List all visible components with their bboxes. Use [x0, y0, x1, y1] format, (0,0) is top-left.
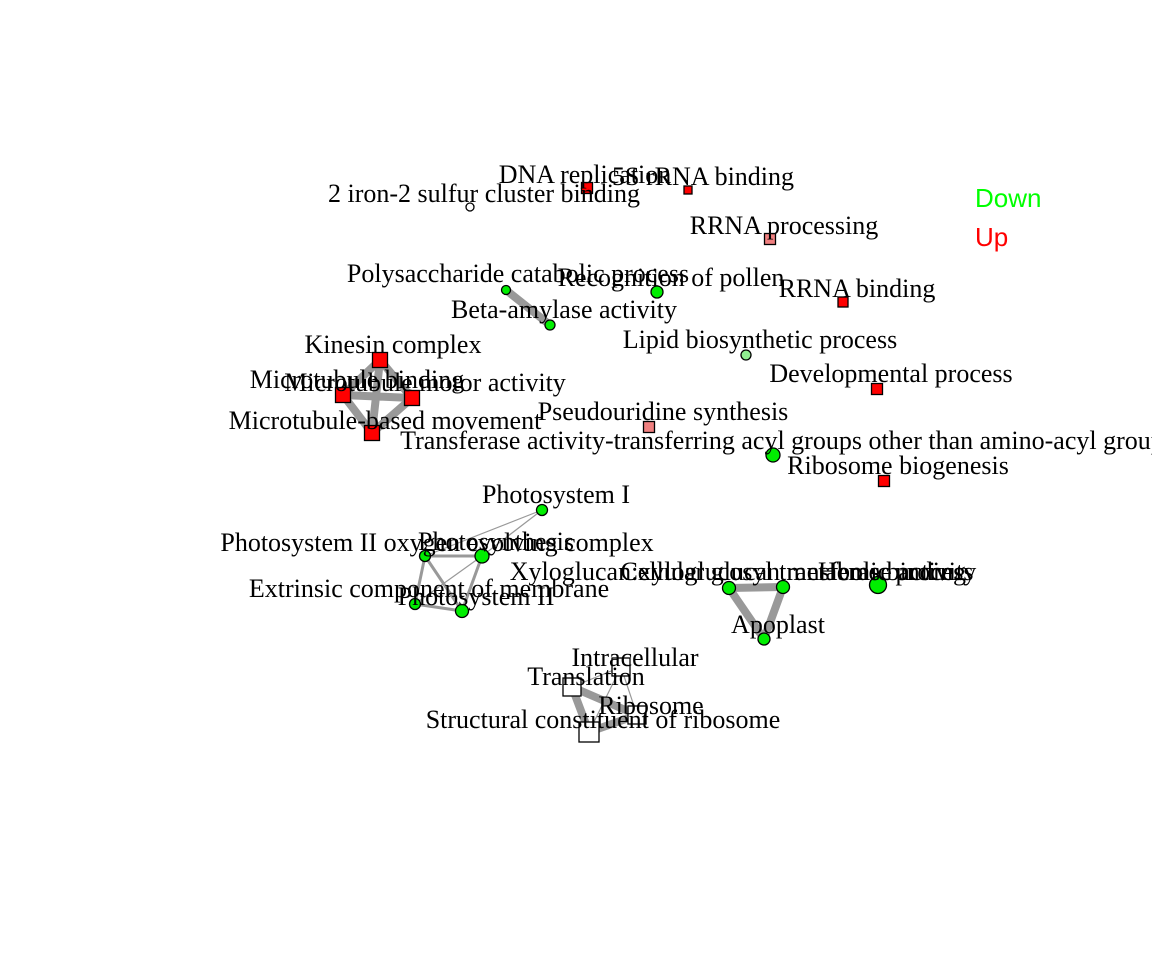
node-developmental-process: [870, 382, 884, 396]
node-label-5s-rrna: 5S rRNA binding: [612, 162, 794, 191]
edge-cellular-glucan-apoplast: [760, 583, 787, 643]
node-label-heme-binding: Heme binding: [818, 557, 966, 586]
node-dna-replication: [580, 181, 594, 195]
node-label-iron-sulfur: 2 iron-2 sulfur cluster binding: [328, 179, 640, 208]
node-ribosome-biogenesis: [877, 474, 891, 488]
node-layer: [334, 181, 891, 743]
node-label-extrinsic-membrane: Extrinsic component of membrane: [249, 574, 609, 603]
node-ribosome: [627, 705, 647, 725]
node-pseudouridine: [642, 420, 656, 434]
node-iron-sulfur: [465, 202, 475, 212]
node-label-ribosome-biogenesis: Ribosome biogenesis: [787, 451, 1009, 480]
node-label-recognition-pollen: Recognition of pollen: [558, 263, 785, 292]
node-label-psii-oxygen-evolving: Photosystem II oxygen evolving complex: [220, 528, 653, 557]
node-microtubule-binding: [334, 386, 352, 404]
node-heme-binding: [868, 575, 888, 595]
node-label-structural-ribosome: Structural constituent of ribosome: [426, 705, 781, 734]
node-label-photosystem-ii: Photosystem II: [398, 582, 555, 611]
node-transferase-acyl: [765, 447, 781, 463]
edge-extrinsic-membrane-photosystem-ii: [413, 602, 464, 613]
node-label-transferase-acyl: Transferase activity-transferring acyl g…: [400, 426, 1152, 455]
node-label-kinesin-complex: Kinesin complex: [305, 330, 482, 359]
node-microtubule-motor: [403, 389, 421, 407]
edge-xyloglucan-cellular-glucan: [725, 583, 787, 592]
edge-xyloglucan-apoplast: [725, 584, 768, 643]
node-label-dna-replication: DNA replication: [499, 160, 672, 189]
edge-polysaccharide-catabolic-beta-amylase: [502, 286, 554, 329]
node-rrna-processing: [763, 232, 777, 246]
node-recognition-pollen: [650, 285, 664, 299]
node-polysaccharide-catabolic: [500, 284, 512, 296]
node-label-xyloglucan: Xyloglucan:xyloglucosyl transferase acti…: [510, 557, 976, 586]
edge-psii-oxygen-evolving-extrinsic-membrane: [413, 554, 427, 606]
node-cellular-glucan: [775, 579, 791, 595]
node-psii-oxygen-evolving: [418, 549, 432, 563]
node-rrna-binding: [837, 296, 849, 308]
node-label-apoplast: Apoplast: [731, 610, 826, 639]
node-label-rrna-binding: RRNA binding: [779, 274, 936, 303]
legend: Down Up: [975, 183, 1041, 252]
node-apoplast: [757, 632, 771, 646]
legend-item-up: Up: [975, 222, 1008, 252]
node-label-lipid-biosynthetic: Lipid biosynthetic process: [623, 325, 897, 354]
edge-photosynthesis-extrinsic-membrane: [414, 555, 483, 605]
edge-photosystem-i-photosynthesis: [481, 509, 543, 557]
node-label-cellular-glucan: Cellular glucan metabolic process: [620, 557, 973, 586]
node-label-intracellular: Intracellular: [571, 643, 698, 672]
node-structural-ribosome: [578, 721, 600, 743]
node-label-photosystem-i: Photosystem I: [482, 480, 630, 509]
node-label-microtubule-binding: Microtubule binding: [250, 365, 464, 394]
edge-photosynthesis-photosystem-ii: [460, 554, 484, 613]
node-kinesin-complex: [371, 351, 389, 369]
node-label-pseudouridine: Pseudouridine synthesis: [538, 397, 789, 426]
node-label-photosynthesis: Photosynthesis: [418, 527, 574, 556]
node-microtubule-movement: [363, 424, 381, 442]
node-label-microtubule-movement: Microtubule-based movement: [229, 406, 542, 435]
node-extrinsic-membrane: [408, 597, 422, 611]
node-lipid-biosynthetic: [740, 349, 752, 361]
node-label-beta-amylase: Beta-amylase activity: [451, 295, 677, 324]
node-5s-rrna: [683, 185, 693, 195]
node-beta-amylase: [544, 319, 556, 331]
node-photosystem-i: [535, 503, 549, 517]
legend-item-down: Down: [975, 183, 1041, 213]
edge-photosystem-i-psii-oxygen-evolving: [424, 509, 543, 557]
node-label-translation: Translation: [527, 662, 645, 691]
node-label-ribosome: Ribosome: [598, 691, 703, 720]
node-xyloglucan: [721, 580, 737, 596]
node-intracellular: [611, 657, 631, 677]
node-translation: [562, 677, 582, 697]
edge-intracellular-structural-ribosome: [588, 666, 622, 733]
node-label-rrna-processing: RRNA processing: [690, 211, 879, 240]
node-label-microtubule-motor: Microtubule motor activity: [284, 368, 566, 397]
node-photosystem-ii: [454, 603, 470, 619]
edge-microtubule-binding-microtubule-motor: [339, 391, 416, 402]
node-label-developmental-process: Developmental process: [769, 359, 1012, 388]
node-label-polysaccharide-catabolic: Polysaccharide catabolic process: [347, 259, 689, 288]
node-photosynthesis: [474, 548, 490, 564]
